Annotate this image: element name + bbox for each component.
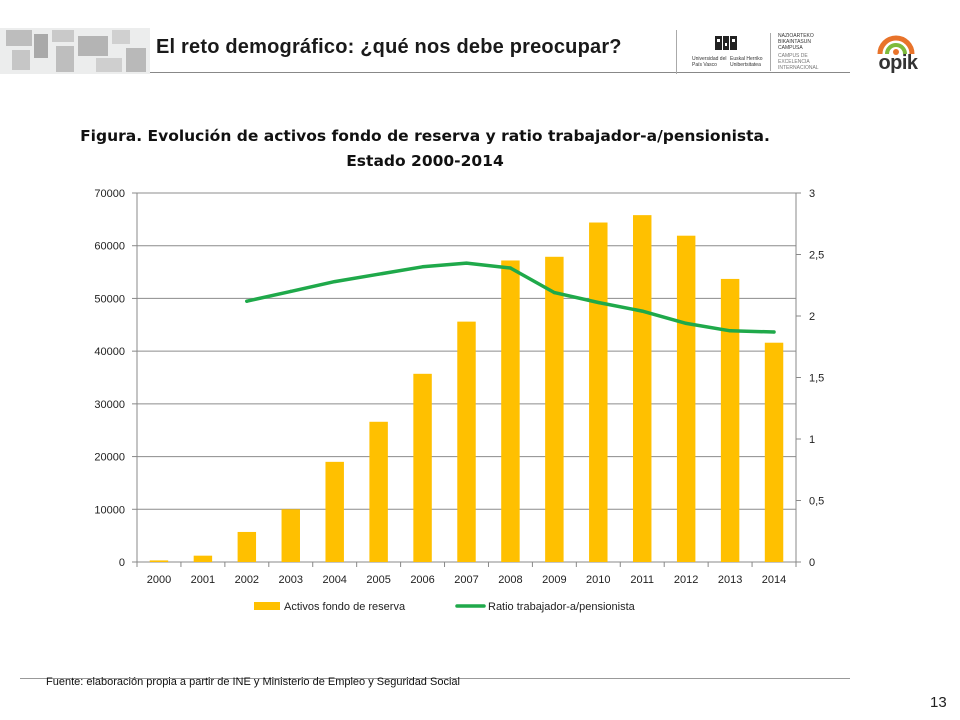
- line-point-ratio-2003: [289, 289, 293, 293]
- campus-line: CAMPUS DE: [778, 53, 808, 59]
- x-axis-tick-label: 2002: [235, 574, 259, 586]
- upv-label-eu: Euskal Herriko Unibertsitatea: [730, 56, 763, 68]
- legend-swatch-activos: [254, 602, 280, 610]
- line-point-ratio-2004: [333, 279, 337, 284]
- legend-label-activos: Activos fondo de reserva: [284, 601, 406, 613]
- x-axis-tick-label: 2008: [498, 574, 522, 586]
- bar-activos-2012: [676, 235, 696, 562]
- footer-divider: [20, 678, 850, 679]
- bar-activos-2007: [457, 321, 476, 562]
- slide-header: El reto demográfico: ¿qué nos debe preoc…: [0, 0, 960, 80]
- logo-separator: [676, 30, 677, 74]
- campus-line: NAZIOARTEKO: [778, 33, 814, 39]
- x-axis-tick-label: 2005: [366, 574, 390, 586]
- x-axis-tick-label: 2007: [454, 574, 478, 586]
- header-decoration: [0, 0, 150, 78]
- left-axis-tick-label: 50000: [94, 293, 125, 305]
- left-axis-tick-label: 60000: [94, 241, 125, 253]
- x-axis-tick-label: 2004: [322, 574, 346, 586]
- right-axis-tick-label: 3: [809, 188, 815, 200]
- left-axis-tick-label: 20000: [94, 452, 125, 464]
- x-axis-tick-label: 2012: [674, 574, 698, 586]
- right-axis-tick-label: 1: [809, 434, 815, 446]
- left-axis-tick-label: 40000: [94, 346, 125, 358]
- bar-activos-2003: [281, 509, 300, 562]
- legend-label-ratio: Ratio trabajador-a/pensionista: [488, 601, 636, 613]
- x-axis-tick-label: 2014: [762, 574, 786, 586]
- line-point-ratio-2005: [377, 272, 381, 276]
- bar-activos-2011: [633, 215, 652, 562]
- x-axis-tick-label: 2003: [279, 574, 303, 586]
- page-number: 13: [930, 694, 947, 711]
- left-axis-tick-label: 0: [119, 557, 125, 569]
- line-point-ratio-2009: [552, 291, 556, 295]
- campus-line: BIKAINTASUN: [778, 39, 811, 45]
- right-axis-tick-label: 0,5: [809, 496, 824, 508]
- opik-symbol-icon: [877, 35, 915, 55]
- bar-activos-2002: [237, 531, 257, 562]
- slide-title: El reto demográfico: ¿qué nos debe preoc…: [156, 36, 622, 58]
- campus-line: CAMPUSA: [778, 45, 803, 51]
- campus-logo: NAZIOARTEKO BIKAINTASUN CAMPUSA CAMPUS D…: [774, 33, 830, 73]
- line-point-ratio-2002: [245, 299, 249, 303]
- x-axis-tick-label: 2006: [410, 574, 434, 586]
- x-axis-tick-label: 2009: [542, 574, 566, 586]
- left-axis-tick-label: 10000: [94, 504, 125, 516]
- bar-activos-2006: [413, 373, 432, 562]
- bar-activos-2014: [764, 342, 784, 562]
- header-divider: [150, 72, 850, 73]
- chart-title-line-1: Figura. Evolución de activos fondo de re…: [80, 127, 770, 145]
- chart-title-line-2: Estado 2000-2014: [346, 152, 504, 170]
- opik-wordmark: opik: [878, 52, 918, 74]
- bar-activos-2010: [589, 222, 608, 562]
- line-point-ratio-2006: [420, 265, 425, 269]
- right-axis-tick-label: 0: [809, 557, 815, 569]
- left-axis-tick-label: 70000: [94, 188, 125, 200]
- line-point-ratio-2014: [772, 330, 776, 334]
- line-point-ratio-2011: [640, 309, 644, 313]
- bar-activos-2001: [193, 555, 213, 562]
- campus-line: INTERNACIONAL: [778, 65, 819, 71]
- right-axis-tick-label: 1,5: [809, 373, 824, 385]
- left-axis-tick-label: 30000: [94, 399, 125, 411]
- bar-activos-2004: [325, 461, 344, 562]
- opik-logo: opik: [870, 30, 926, 76]
- x-axis-tick-label: 2013: [718, 574, 742, 586]
- bar-activos-2008: [501, 260, 520, 562]
- right-axis-tick-label: 2,5: [809, 250, 824, 262]
- upv-emblem-icon: [714, 34, 738, 52]
- line-point-ratio-2012: [684, 321, 688, 325]
- bar-activos-2009: [545, 256, 564, 562]
- x-axis-tick-label: 2000: [147, 574, 171, 586]
- line-point-ratio-2007: [464, 261, 469, 265]
- line-point-ratio-2008: [508, 266, 513, 270]
- bar-activos-2000: [149, 560, 169, 562]
- campus-line: EXCELENCIA: [778, 59, 810, 65]
- upv-logo: Universidad del País Vasco Euskal Herrik…: [688, 30, 768, 74]
- bar-activos-2005: [369, 421, 388, 562]
- x-axis-tick-label: 2001: [191, 574, 215, 586]
- source-note: Fuente: elaboración propia a partir de I…: [46, 676, 460, 688]
- right-axis-tick-label: 2: [809, 311, 815, 323]
- logo-separator: [770, 33, 771, 71]
- upv-label-es: Universidad del País Vasco: [692, 56, 727, 68]
- x-axis-tick-label: 2010: [586, 574, 610, 586]
- x-axis-tick-label: 2011: [630, 574, 654, 586]
- line-point-ratio-2013: [728, 329, 732, 333]
- line-point-ratio-2010: [596, 300, 600, 305]
- bar-activos-2013: [720, 278, 740, 562]
